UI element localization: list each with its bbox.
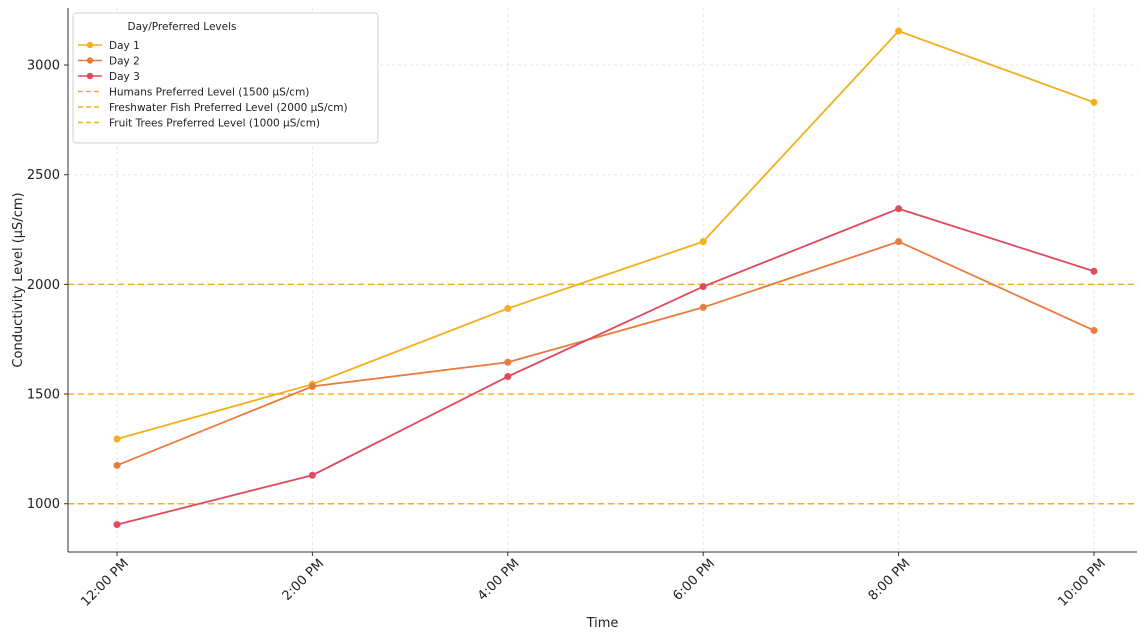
data-point	[504, 358, 512, 366]
x-tick-label: 2:00 PM	[280, 556, 328, 604]
legend-marker	[86, 57, 94, 64]
legend-item: Day 1	[78, 40, 140, 52]
x-tick-label: 10:00 PM	[1055, 556, 1108, 609]
series-line	[116, 29, 1095, 440]
legend: Day/Preferred Levels Day 1 Day 2 Day 3 Huma…	[72, 12, 379, 144]
x-axis-title: Time	[586, 616, 619, 631]
legend-title: Day/Preferred Levels	[128, 21, 237, 33]
data-point	[895, 238, 903, 246]
x-tick-label: 6:00 PM	[670, 556, 718, 604]
legend-label: Fruit Trees Preferred Level (1000 µS/cm)	[109, 118, 320, 130]
series-line	[116, 207, 1095, 526]
data-point	[308, 382, 316, 390]
data-point	[308, 471, 316, 479]
x-tick-label: 12:00 PM	[78, 556, 131, 609]
legend-marker	[86, 72, 94, 80]
legend-items: Day 1 Day 2 Day 3 Humans Preferred Level (1…	[78, 40, 348, 130]
x-tick-label: 8:00 PM	[866, 556, 914, 604]
series-line	[116, 240, 1095, 467]
legend-label: Day 3	[109, 71, 140, 83]
series-lines	[113, 27, 1098, 529]
y-tick-label: 1500	[27, 388, 60, 403]
x-axis-ticks: 12:00 PM 2:00 PM 4:00 PM 6:00 PM 8:00 PM 10:0…	[78, 552, 1109, 610]
legend-label: Humans Preferred Level (1500 µS/cm)	[109, 87, 309, 99]
legend-label: Day 2	[109, 56, 140, 68]
legend-marker	[86, 41, 94, 49]
data-point	[1090, 98, 1098, 106]
y-tick-label: 1000	[27, 497, 60, 512]
legend-item: Fruit Trees Preferred Level (1000 µS/cm)	[78, 118, 320, 130]
series-3	[113, 205, 1098, 529]
legend-label: Day 1	[109, 40, 140, 52]
y-axis-ticks: 1000 1500 2000 2500 3000	[27, 59, 68, 512]
legend-item: Freshwater Fish Preferred Level (2000 µS…	[78, 102, 348, 114]
data-point	[895, 27, 903, 35]
legend-label: Freshwater Fish Preferred Level (2000 µS…	[109, 102, 348, 114]
data-point	[895, 205, 903, 213]
data-point	[1090, 326, 1098, 334]
data-point	[113, 521, 121, 529]
y-tick-label: 2000	[27, 278, 60, 293]
data-point	[699, 238, 707, 246]
axes	[67, 8, 1137, 553]
legend-box	[72, 12, 379, 144]
reference-lines	[68, 283, 1137, 505]
y-tick-label: 2500	[27, 168, 60, 183]
y-axis-title: Conductivity Level (µS/cm)	[11, 192, 26, 367]
data-point	[113, 435, 121, 443]
data-point	[113, 461, 121, 469]
data-point	[504, 305, 512, 313]
data-point	[699, 283, 707, 291]
legend-item: Day 2	[78, 56, 140, 68]
x-tick-label: 4:00 PM	[475, 556, 523, 604]
y-tick-label: 3000	[27, 59, 60, 74]
series-2	[113, 238, 1098, 469]
data-point	[699, 303, 707, 311]
legend-item: Humans Preferred Level (1500 µS/cm)	[78, 87, 309, 99]
data-point	[1090, 267, 1098, 275]
data-point	[504, 373, 512, 381]
legend-item: Day 3	[78, 71, 140, 83]
